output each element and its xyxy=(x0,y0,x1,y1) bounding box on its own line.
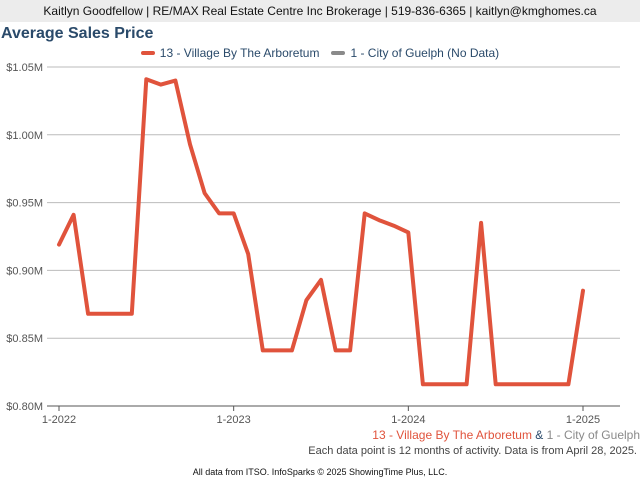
series-caption-amp: & xyxy=(531,428,547,442)
data-note: Each data point is 12 months of activity… xyxy=(308,445,637,457)
legend-swatch-series-2 xyxy=(331,51,346,55)
y-tick-label: $0.80M xyxy=(6,401,43,413)
legend-item-series-2[interactable]: 1 - City of Guelph (No Data) xyxy=(331,46,499,60)
grid-layer xyxy=(47,66,620,407)
y-tick-label: $0.85M xyxy=(6,333,43,345)
y-tick-label: $0.95M xyxy=(6,198,43,210)
series-caption-1: 13 - Village By The Arboretum xyxy=(372,428,532,442)
footer-text: All data from ITSO. InfoSparks © 2025 Sh… xyxy=(192,466,448,477)
x-tick-label: 1-2025 xyxy=(566,414,600,426)
x-tick-label: 1-2022 xyxy=(42,414,76,426)
series-caption: 13 - Village By The Arboretum & 1 - City… xyxy=(372,428,640,442)
legend-label-series-2: 1 - City of Guelph (No Data) xyxy=(350,46,500,60)
series-caption-2: 1 - City of Guelph xyxy=(546,428,640,442)
x-tick-label: 1-2023 xyxy=(217,414,251,426)
contact-line: Kaitlyn Goodfellow | RE/MAX Real Estate … xyxy=(43,4,597,18)
series-line-1 xyxy=(57,77,585,387)
footer: All data from ITSO. InfoSparks © 2025 Sh… xyxy=(0,463,640,480)
chart-title: Average Sales Price xyxy=(1,25,154,42)
legend-label-series-1: 13 - Village By The Arboretum xyxy=(159,46,320,60)
y-tick-label: $1.00M xyxy=(6,130,43,142)
y-tick-label: $1.05M xyxy=(6,62,43,74)
x-tick-label: 1-2024 xyxy=(391,414,425,426)
contact-header: Kaitlyn Goodfellow | RE/MAX Real Estate … xyxy=(0,0,640,22)
axis-layer: $0.80M $0.85M $0.90M $0.95M $1.00M $1.05M 1-20… xyxy=(6,62,600,426)
series-layer xyxy=(57,77,585,387)
chart-legend: 13 - Village By The Arboretum 1 - City o… xyxy=(0,44,640,62)
legend-swatch-series-1 xyxy=(140,51,155,55)
y-tick-label: $0.90M xyxy=(6,265,43,277)
legend-item-series-1[interactable]: 13 - Village By The Arboretum xyxy=(140,46,320,60)
